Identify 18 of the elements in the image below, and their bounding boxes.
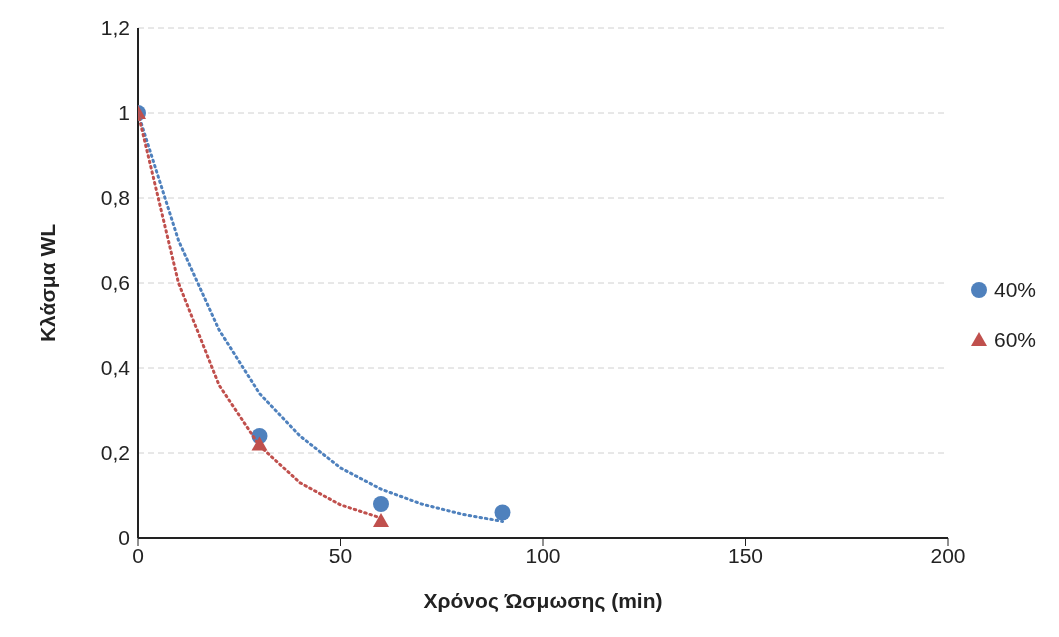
legend-label: 60% bbox=[993, 328, 1036, 352]
legend-label: 40% bbox=[993, 278, 1036, 302]
x-tick-label: 100 bbox=[525, 543, 561, 567]
x-axis-title: Χρόνος Ώσμωσης (min) bbox=[423, 589, 663, 613]
point bbox=[373, 496, 389, 512]
y-tick-label: 0 bbox=[118, 526, 130, 550]
y-tick-label: 0,6 bbox=[100, 271, 130, 295]
x-tick-label: 200 bbox=[930, 543, 966, 567]
y-tick-label: 0,8 bbox=[100, 186, 130, 210]
y-axis-title: Κλάσμα WL bbox=[36, 223, 60, 343]
y-tick-label: 1,2 bbox=[100, 16, 130, 40]
y-tick-label: 0,4 bbox=[100, 356, 131, 380]
y-tick-label: 0,2 bbox=[100, 441, 130, 465]
x-tick-label: 150 bbox=[727, 543, 764, 567]
point bbox=[373, 513, 389, 527]
y-tick-label: 1 bbox=[118, 101, 130, 125]
x-tick-label: 50 bbox=[328, 543, 353, 567]
point bbox=[494, 504, 511, 521]
